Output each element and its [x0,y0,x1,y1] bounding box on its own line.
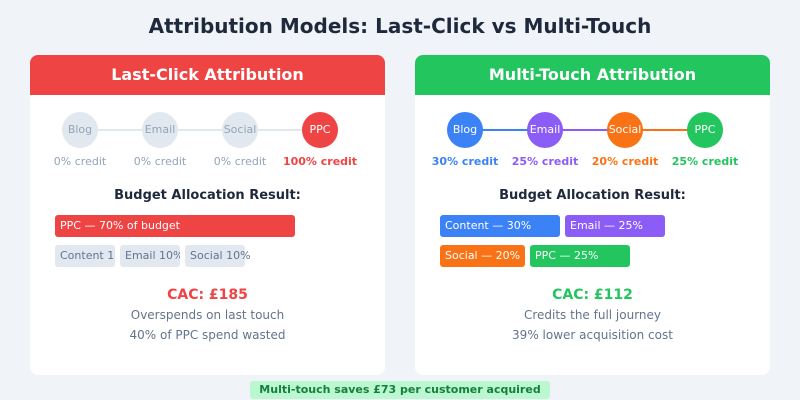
last-click-card: Last-Click Attribution Blog Email Social… [30,55,385,375]
note-2: 39% lower acquisition cost [512,328,673,342]
journey-line [80,129,320,131]
page-title: Attribution Models: Last-Click vs Multi-… [148,14,652,38]
bar-ppc: PPC — 25% [530,245,630,267]
node-social: Social [222,112,258,148]
credit-ppc: 100% credit [282,155,358,168]
credit-blog: 30% credit [431,155,499,168]
node-ppc: PPC [302,112,338,148]
multi-touch-header: Multi-Touch Attribution [415,55,770,95]
credit-email: 25% credit [511,155,579,168]
credit-social: 20% credit [591,155,659,168]
budget-subtitle: Budget Allocation Result: [499,188,686,203]
node-blog: Blog [447,112,483,148]
bar-email: Email 10% [120,245,180,267]
bar-social: Social — 20% [440,245,525,267]
credit-blog: 0% credit [53,155,107,168]
cac-value: CAC: £185 [167,287,248,303]
budget-subtitle: Budget Allocation Result: [114,188,301,203]
savings-badge: Multi-touch saves £73 per customer acqui… [250,381,550,399]
bar-content: Content 10% [55,245,115,267]
multi-touch-card: Multi-Touch Attribution Blog Email Socia… [415,55,770,375]
node-blog: Blog [62,112,98,148]
node-social: Social [607,112,643,148]
bar-social: Social 10% [185,245,251,267]
node-email: Email [142,112,178,148]
note-2: 40% of PPC spend wasted [129,328,286,342]
journey-line-3 [625,129,705,131]
credit-ppc: 25% credit [671,155,739,168]
node-ppc: PPC [687,112,723,148]
journey-line-1 [465,129,545,131]
credit-email: 0% credit [133,155,187,168]
cac-value: CAC: £112 [552,287,633,303]
note-1: Overspends on last touch [130,308,285,322]
journey-line-2 [545,129,625,131]
last-click-header: Last-Click Attribution [30,55,385,95]
node-email: Email [527,112,563,148]
bar-content: Content — 30% [440,215,560,237]
bar-ppc: PPC — 70% of budget [55,215,295,237]
bar-email: Email — 25% [565,215,665,237]
note-1: Credits the full journey [523,308,662,322]
credit-social: 0% credit [213,155,267,168]
